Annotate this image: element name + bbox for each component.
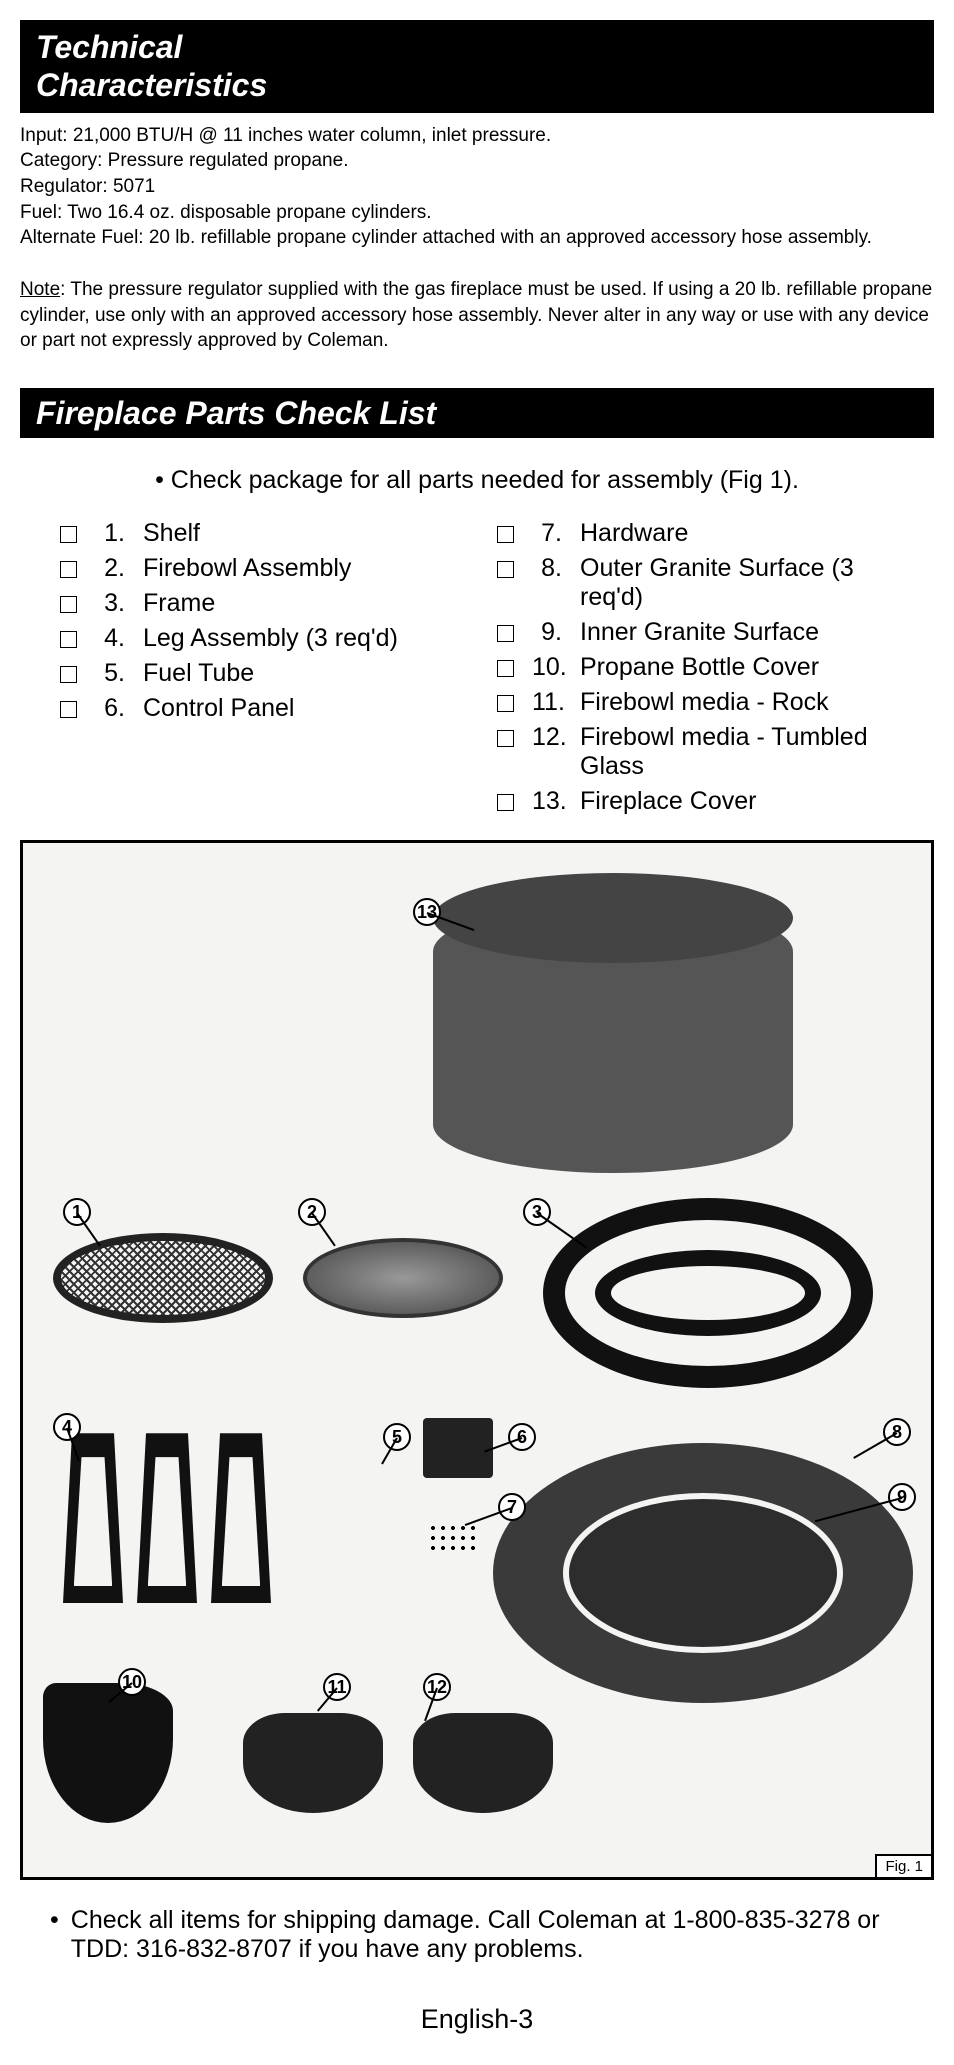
checklist-item: 11. Firebowl media - Rock — [497, 688, 894, 717]
checklist-item: 9. Inner Granite Surface — [497, 618, 894, 647]
checklist-label: Firebowl media - Tumbled Glass — [580, 723, 894, 781]
note-label: Note — [20, 279, 60, 300]
checklist-num: 6. — [95, 694, 125, 723]
checkbox[interactable] — [60, 526, 77, 543]
part-granite — [493, 1443, 913, 1703]
part-fireplace-cover — [433, 903, 793, 1173]
checklist-label: Propane Bottle Cover — [580, 653, 894, 682]
page-number: English-3 — [20, 1974, 934, 2045]
checklist-col-right: 7. Hardware 8. Outer Granite Surface (3 req… — [497, 519, 894, 822]
checklist-label: Firebowl Assembly — [143, 554, 457, 583]
checklist-label: Frame — [143, 589, 457, 618]
part-bottle-cover — [43, 1683, 173, 1823]
checkbox[interactable] — [497, 561, 514, 578]
bullet-dot: • — [50, 1906, 59, 1964]
checkbox[interactable] — [497, 526, 514, 543]
checklist-num: 12. — [532, 723, 562, 752]
checklist-label: Hardware — [580, 519, 894, 548]
checkbox[interactable] — [497, 625, 514, 642]
figure-label: Fig. 1 — [875, 1854, 931, 1877]
section-header-text: Fireplace Parts Check List — [36, 395, 436, 431]
footer-bullet: • Check all items for shipping damage. C… — [20, 1880, 934, 1974]
checklist-item: 12. Firebowl media - Tumbled Glass — [497, 723, 894, 781]
checklist-num: 8. — [532, 554, 562, 583]
checklist-num: 11. — [532, 688, 562, 717]
checklist-num: 7. — [532, 519, 562, 548]
checkbox[interactable] — [497, 730, 514, 747]
checklist-item: 4. Leg Assembly (3 req'd) — [60, 624, 457, 653]
checklist-item: 13. Fireplace Cover — [497, 787, 894, 816]
checklist-item: 6. Control Panel — [60, 694, 457, 723]
checklist-num: 13. — [532, 787, 562, 816]
section-header-technical: Technical Characteristics — [20, 20, 934, 113]
checklist-label: Fuel Tube — [143, 659, 457, 688]
checklist-item: 8. Outer Granite Surface (3 req'd) — [497, 554, 894, 612]
part-frame — [543, 1198, 873, 1388]
checkbox[interactable] — [497, 660, 514, 677]
note-text: : The pressure regulator supplied with t… — [20, 279, 932, 351]
checklist-num: 2. — [95, 554, 125, 583]
spec-line: Category: Pressure regulated propane. — [20, 148, 934, 174]
part-firebowl — [303, 1238, 503, 1318]
spec-block: Input: 21,000 BTU/H @ 11 inches water co… — [20, 113, 934, 271]
part-control-panel — [423, 1418, 493, 1478]
spec-line: Regulator: 5071 — [20, 174, 934, 200]
checklist-label: Fireplace Cover — [580, 787, 894, 816]
checklist-num: 5. — [95, 659, 125, 688]
checkbox[interactable] — [60, 701, 77, 718]
checklist-num: 3. — [95, 589, 125, 618]
spec-line: Input: 21,000 BTU/H @ 11 inches water co… — [20, 123, 934, 149]
checklist-col-left: 1. Shelf 2. Firebowl Assembly 3. Frame 4. Leg A… — [60, 519, 457, 822]
checklist-item: 2. Firebowl Assembly — [60, 554, 457, 583]
section-header-text: Technical Characteristics — [36, 29, 267, 103]
section-header-checklist: Fireplace Parts Check List — [20, 388, 934, 438]
note-block: Note: The pressure regulator supplied wi… — [20, 271, 934, 388]
spec-line: Fuel: Two 16.4 oz. disposable propane cy… — [20, 200, 934, 226]
checklist-label: Shelf — [143, 519, 457, 548]
part-shelf — [53, 1233, 273, 1323]
checkbox[interactable] — [60, 596, 77, 613]
checklist-item: 10. Propane Bottle Cover — [497, 653, 894, 682]
checklist-num: 10. — [532, 653, 562, 682]
checkbox[interactable] — [60, 666, 77, 683]
spec-line: Alternate Fuel: 20 lb. refillable propan… — [20, 225, 934, 251]
checklist-label: Inner Granite Surface — [580, 618, 894, 647]
checkbox[interactable] — [60, 631, 77, 648]
checklist: 1. Shelf 2. Firebowl Assembly 3. Frame 4. Leg A… — [20, 519, 934, 840]
checklist-item: 7. Hardware — [497, 519, 894, 548]
checklist-intro: • Check package for all parts needed for… — [20, 438, 934, 519]
checklist-label: Outer Granite Surface (3 req'd) — [580, 554, 894, 612]
checklist-label: Firebowl media - Rock — [580, 688, 894, 717]
leader-line — [536, 1212, 586, 1248]
checkbox[interactable] — [497, 695, 514, 712]
checklist-num: 1. — [95, 519, 125, 548]
figure-parts-diagram: Fig. 1 13123456789101112 — [20, 840, 934, 1880]
part-hardware — [428, 1523, 478, 1553]
checklist-item: 1. Shelf — [60, 519, 457, 548]
leader-line — [853, 1432, 897, 1459]
part-media-glass — [413, 1713, 553, 1813]
checklist-label: Control Panel — [143, 694, 457, 723]
checklist-num: 9. — [532, 618, 562, 647]
footer-bullet-text: Check all items for shipping damage. Cal… — [71, 1906, 914, 1964]
checklist-label: Leg Assembly (3 req'd) — [143, 624, 457, 653]
checkbox[interactable] — [497, 794, 514, 811]
checklist-item: 5. Fuel Tube — [60, 659, 457, 688]
part-media-rock — [243, 1713, 383, 1813]
checklist-num: 4. — [95, 624, 125, 653]
checkbox[interactable] — [60, 561, 77, 578]
part-legs — [63, 1433, 271, 1603]
checklist-item: 3. Frame — [60, 589, 457, 618]
